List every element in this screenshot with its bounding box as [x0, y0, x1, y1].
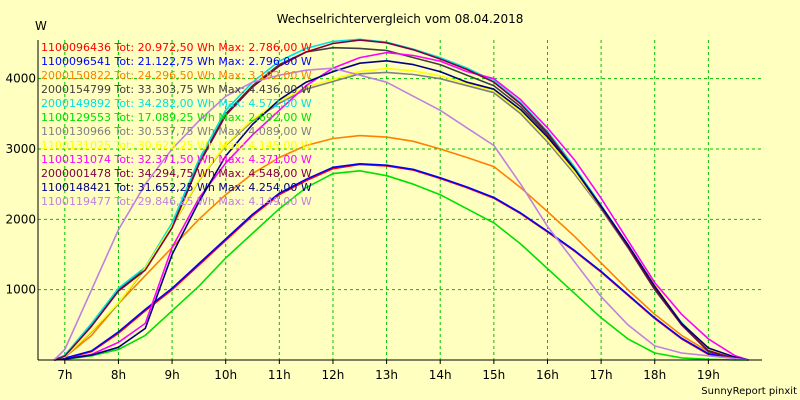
y-tick-label-0: 1000 — [5, 283, 36, 297]
x-tick-label-0: 7h — [57, 368, 72, 382]
y-tick-label-1: 2000 — [5, 212, 36, 226]
legend-entry-2000149892: 2000149892 Tot: 34.282,00 Wh Max: 4.572,… — [41, 97, 312, 110]
x-tick-label-9: 16h — [536, 368, 559, 382]
series-line-1100131074 — [54, 51, 749, 361]
legend-entry-1100130966: 1100130966 Tot: 30.537,75 Wh Max: 4.089,… — [41, 125, 312, 138]
series-line-2000001478 — [53, 39, 749, 361]
legend-entry-1100131025: 1100131025 Tot: 30.623,25 Wh Max: 4.145,… — [41, 139, 312, 152]
legend-entry-1100096436: 1100096436 Tot: 20.972,50 Wh Max: 2.786,… — [41, 41, 312, 54]
x-tick-label-5: 12h — [322, 368, 345, 382]
legend-entry-2000150822: 2000150822 Tot: 24.296,50 Wh Max: 3.192,… — [41, 69, 312, 82]
series-line-1100148421 — [54, 59, 749, 361]
y-tick-label-2: 3000 — [5, 142, 36, 156]
legend-entry-2000001478: 2000001478 Tot: 34.294,75 Wh Max: 4.548,… — [41, 167, 312, 180]
x-tick-label-8: 15h — [482, 368, 505, 382]
x-tick-label-3: 10h — [214, 368, 237, 382]
series-line-2000150822 — [53, 134, 749, 361]
legend-entry-1100129553: 1100129553 Tot: 17.089,25 Wh Max: 2.692,… — [41, 111, 312, 124]
series-line-1100096541 — [53, 163, 749, 361]
x-tick-label-6: 13h — [375, 368, 398, 382]
credit-text: SunnyReport pinxit — [701, 386, 797, 397]
legend-entry-1100131074: 1100131074 Tot: 32.371,50 Wh Max: 4.371,… — [41, 153, 312, 166]
legend-entry-1100119477: 1100119477 Tot: 29.846,25 Wh Max: 4.149,… — [41, 195, 312, 208]
x-tick-label-7: 14h — [429, 368, 452, 382]
x-tick-labels: 7h 8h 9h 10h 11h 12h 13h 14h 15h 16h 17h 18h 19h — [57, 360, 720, 382]
series-layer — [53, 38, 749, 361]
y-tick-labels: 1000 2000 3000 4000 — [5, 72, 36, 297]
legend-entry-2000154799: 2000154799 Tot: 33.303,75 Wh Max: 4.436,… — [41, 83, 312, 96]
x-tick-label-4: 11h — [268, 368, 291, 382]
chart-title: Wechselrichtervergleich vom 08.04.2018 — [277, 12, 524, 26]
legend: 1100096436 Tot: 20.972,50 Wh Max: 2.786,… — [41, 41, 312, 208]
x-tick-label-1: 8h — [111, 368, 126, 382]
series-line-1100129553 — [54, 170, 749, 361]
series-line-1100119477 — [53, 67, 749, 361]
x-tick-label-10: 17h — [590, 368, 613, 382]
x-tick-label-12: 19h — [697, 368, 720, 382]
x-tick-label-11: 18h — [643, 368, 666, 382]
legend-entry-1100096541: 1100096541 Tot: 21.122,75 Wh Max: 2.796,… — [41, 55, 312, 68]
y-axis-label: W — [35, 19, 47, 33]
y-tick-label-3: 4000 — [5, 72, 36, 86]
x-tick-label-2: 9h — [164, 368, 179, 382]
legend-entry-1100148421: 1100148421 Tot: 31.652,25 Wh Max: 4.254,… — [41, 181, 312, 194]
axes — [37, 40, 762, 361]
